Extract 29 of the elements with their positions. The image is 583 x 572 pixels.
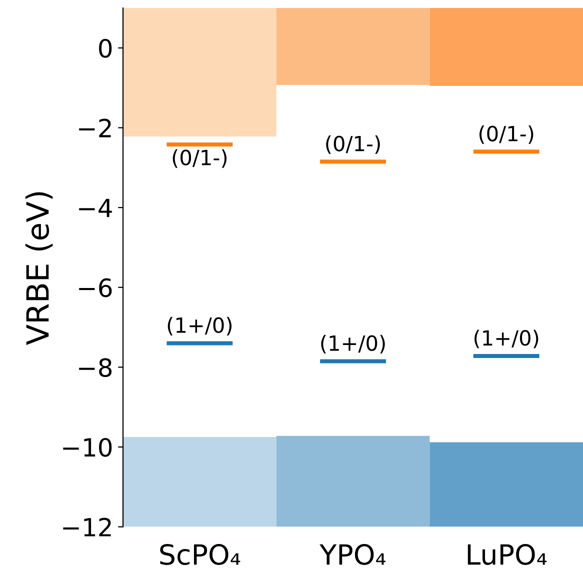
annotation: (1+/0) bbox=[474, 330, 538, 348]
bar bbox=[430, 8, 583, 86]
bar bbox=[276, 8, 430, 86]
annotation: (0/1-) bbox=[479, 125, 534, 144]
annotation: (0/1-) bbox=[172, 149, 227, 168]
y-tick-label: −8 bbox=[79, 358, 112, 378]
y-tick-label: −2 bbox=[79, 118, 111, 138]
bar bbox=[473, 354, 540, 358]
annotation: (1+/0) bbox=[168, 316, 232, 336]
annotation: (0/1-) bbox=[326, 135, 380, 154]
y-tick-label: −6 bbox=[79, 278, 112, 298]
y-tick-label: −4 bbox=[79, 198, 112, 218]
bar bbox=[320, 160, 386, 164]
bar bbox=[430, 442, 583, 527]
y-tick-label: −10 bbox=[63, 438, 112, 457]
y-tick-label: −12 bbox=[63, 518, 111, 536]
bar bbox=[166, 341, 233, 346]
bar bbox=[276, 436, 430, 527]
annotation: (1+/0) bbox=[321, 334, 385, 354]
bar bbox=[123, 437, 276, 527]
x-tick-label: LuPO₄ bbox=[468, 544, 547, 565]
y-tick-label: 0 bbox=[99, 38, 112, 58]
x-tick-label: YPO₄ bbox=[320, 544, 386, 565]
bar bbox=[320, 359, 386, 364]
bar bbox=[123, 8, 276, 137]
x-tick-label: ScPO₄ bbox=[160, 544, 240, 565]
bar bbox=[166, 142, 233, 146]
bar bbox=[473, 150, 540, 154]
y-axis-title: VRBE (eV) bbox=[25, 192, 53, 345]
